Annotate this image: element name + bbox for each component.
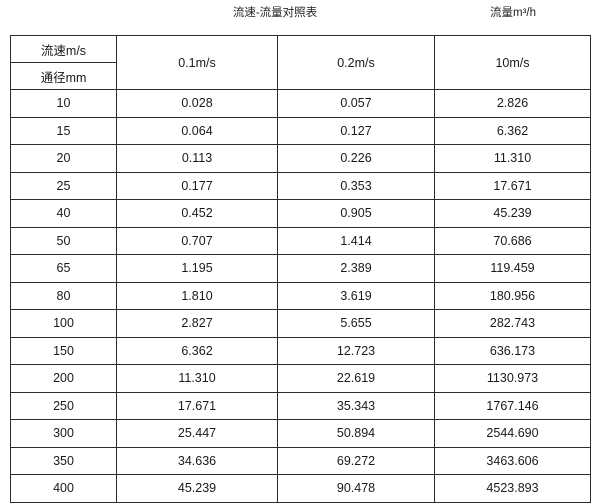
cell-diameter: 100 [10, 309, 117, 338]
cell-diameter: 400 [10, 474, 117, 503]
cell-diameter: 300 [10, 419, 117, 448]
cell-flow-value: 0.226 [277, 144, 435, 173]
cell-flow-value: 45.239 [434, 199, 591, 228]
cell-diameter: 15 [10, 116, 117, 145]
cell-flow-value: 119.459 [434, 254, 591, 283]
table-body: 流速m/s 0.1m/s 0.2m/s 10m/s 通径mm 10 0.028 0.057 2.… [10, 35, 591, 503]
table-row: 50 0.707 1.414 70.686 [10, 226, 591, 255]
cell-diameter: 40 [10, 199, 117, 228]
cell-flow-value: 17.671 [434, 171, 591, 200]
cell-flow-value: 1.414 [277, 226, 435, 255]
cell-flow-value: 2.826 [434, 89, 591, 118]
cell-flow-value: 0.064 [116, 116, 278, 145]
table-header-row-top: 流速m/s 0.1m/s 0.2m/s 10m/s [10, 35, 591, 90]
cell-flow-value: 6.362 [116, 336, 278, 365]
caption-bar: 流速-流量对照表 流量m³/h [0, 0, 600, 35]
table-row: 400 45.239 90.478 4523.893 [10, 474, 591, 503]
table-row: 25 0.177 0.353 17.671 [10, 171, 591, 200]
cell-flow-value: 0.452 [116, 199, 278, 228]
cell-flow-value: 11.310 [434, 144, 591, 173]
cell-diameter: 20 [10, 144, 117, 173]
cell-flow-value: 2544.690 [434, 419, 591, 448]
cell-flow-value: 5.655 [277, 309, 435, 338]
column-header-3[interactable]: 10m/s [434, 35, 591, 90]
table-row: 150 6.362 12.723 636.173 [10, 336, 591, 365]
cell-flow-value: 0.905 [277, 199, 435, 228]
column-header-2[interactable]: 0.2m/s [277, 35, 435, 90]
table-row: 350 34.636 69.272 3463.606 [10, 446, 591, 475]
table-row: 10 0.028 0.057 2.826 [10, 89, 591, 118]
table-row: 250 17.671 35.343 1767.146 [10, 391, 591, 420]
cell-flow-value: 0.113 [116, 144, 278, 173]
cell-flow-value: 2.389 [277, 254, 435, 283]
cell-diameter: 10 [10, 89, 117, 118]
table-row: 20 0.113 0.226 11.310 [10, 144, 591, 173]
corner-header-velocity: 流速m/s [10, 35, 117, 63]
table-row: 300 25.447 50.894 2544.690 [10, 419, 591, 448]
cell-diameter: 150 [10, 336, 117, 365]
page-title: 流速-流量对照表 [232, 7, 318, 19]
cell-flow-value: 22.619 [277, 364, 435, 393]
cell-flow-value: 0.177 [116, 171, 278, 200]
cell-flow-value: 12.723 [277, 336, 435, 365]
cell-flow-value: 69.272 [277, 446, 435, 475]
corner-header-diameter: 通径mm [10, 62, 117, 90]
cell-flow-value: 45.239 [116, 474, 278, 503]
cell-flow-value: 0.127 [277, 116, 435, 145]
cell-flow-value: 0.353 [277, 171, 435, 200]
cell-flow-value: 636.173 [434, 336, 591, 365]
cell-flow-value: 0.057 [277, 89, 435, 118]
cell-flow-value: 2.827 [116, 309, 278, 338]
cell-diameter: 350 [10, 446, 117, 475]
cell-flow-value: 4523.893 [434, 474, 591, 503]
flow-velocity-table: 流速m/s 0.1m/s 0.2m/s 10m/s 通径mm 10 0.028 0.057 2.… [10, 35, 591, 503]
cell-diameter: 65 [10, 254, 117, 283]
cell-diameter: 50 [10, 226, 117, 255]
cell-diameter: 250 [10, 391, 117, 420]
cell-flow-value: 35.343 [277, 391, 435, 420]
table-row: 80 1.810 3.619 180.956 [10, 281, 591, 310]
cell-flow-value: 17.671 [116, 391, 278, 420]
cell-flow-value: 1.810 [116, 281, 278, 310]
cell-flow-value: 34.636 [116, 446, 278, 475]
table-row: 65 1.195 2.389 119.459 [10, 254, 591, 283]
cell-flow-value: 25.447 [116, 419, 278, 448]
cell-flow-value: 50.894 [277, 419, 435, 448]
cell-flow-value: 6.362 [434, 116, 591, 145]
flow-velocity-table-container: 流速m/s 0.1m/s 0.2m/s 10m/s 通径mm 10 0.028 0.057 2.… [10, 35, 591, 503]
cell-flow-value: 0.028 [116, 89, 278, 118]
cell-flow-value: 1.195 [116, 254, 278, 283]
cell-flow-value: 180.956 [434, 281, 591, 310]
table-row: 200 11.310 22.619 1130.973 [10, 364, 591, 393]
cell-diameter: 200 [10, 364, 117, 393]
cell-diameter: 80 [10, 281, 117, 310]
cell-diameter: 25 [10, 171, 117, 200]
cell-flow-value: 0.707 [116, 226, 278, 255]
cell-flow-value: 3463.606 [434, 446, 591, 475]
column-header-1[interactable]: 0.1m/s [116, 35, 278, 90]
table-row: 100 2.827 5.655 282.743 [10, 309, 591, 338]
flow-unit-label: 流量m³/h [490, 7, 536, 19]
cell-flow-value: 3.619 [277, 281, 435, 310]
table-row: 15 0.064 0.127 6.362 [10, 116, 591, 145]
cell-flow-value: 90.478 [277, 474, 435, 503]
cell-flow-value: 1130.973 [434, 364, 591, 393]
cell-flow-value: 1767.146 [434, 391, 591, 420]
table-row: 40 0.452 0.905 45.239 [10, 199, 591, 228]
cell-flow-value: 70.686 [434, 226, 591, 255]
table-header-row-bottom: 通径mm [10, 62, 591, 90]
cell-flow-value: 282.743 [434, 309, 591, 338]
cell-flow-value: 11.310 [116, 364, 278, 393]
